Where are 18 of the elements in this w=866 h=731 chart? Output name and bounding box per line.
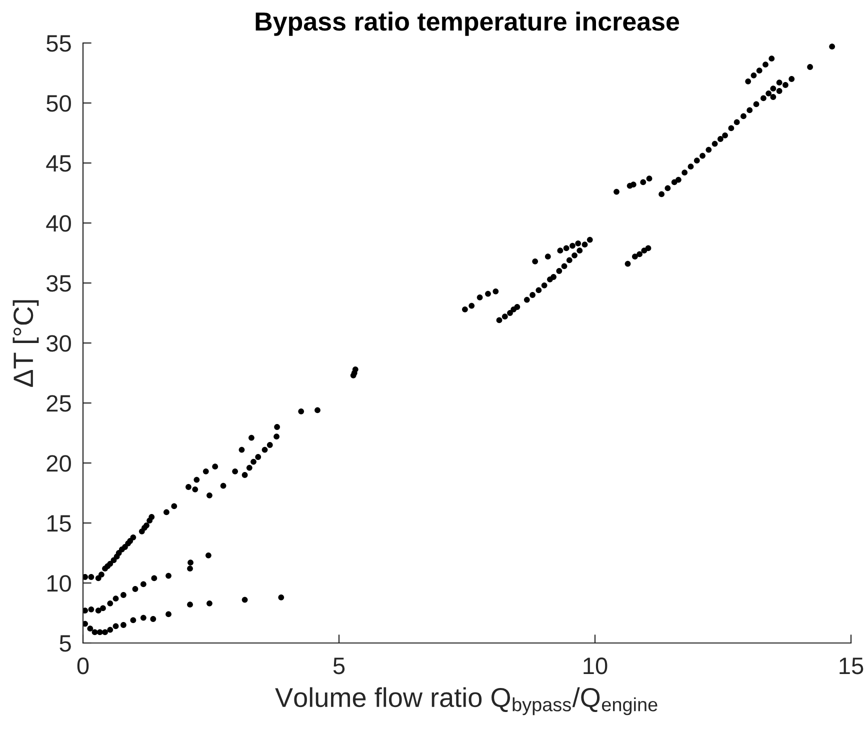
- y-tick-label: 35: [46, 275, 71, 292]
- y-tick-label: 50: [46, 95, 71, 112]
- x-tick-label: 0: [77, 658, 89, 674]
- x-tick-label: 10: [584, 658, 608, 674]
- y-axis-title: ΔT [°C]: [12, 300, 39, 387]
- y-tick-label: 20: [46, 455, 71, 472]
- y-tick-label: 30: [46, 335, 71, 352]
- y-tick-label: 45: [46, 155, 71, 172]
- chart-title: Bypass ratio temperature increase: [256, 12, 680, 36]
- y-tick-label: 5: [60, 635, 71, 652]
- y-tick-label: 55: [46, 35, 71, 52]
- y-tick-label: 15: [47, 515, 71, 532]
- x-tick-label: 5: [333, 658, 345, 674]
- y-tick-label: 10: [47, 575, 71, 592]
- y-tick-label: 40: [46, 215, 71, 232]
- x-axis-title: Volume flow ratio Q$_{bypass}$/Q$_{engine}$: [275, 687, 658, 716]
- y-tick-label: 25: [46, 395, 71, 412]
- x-tick-label: 15: [840, 658, 864, 674]
